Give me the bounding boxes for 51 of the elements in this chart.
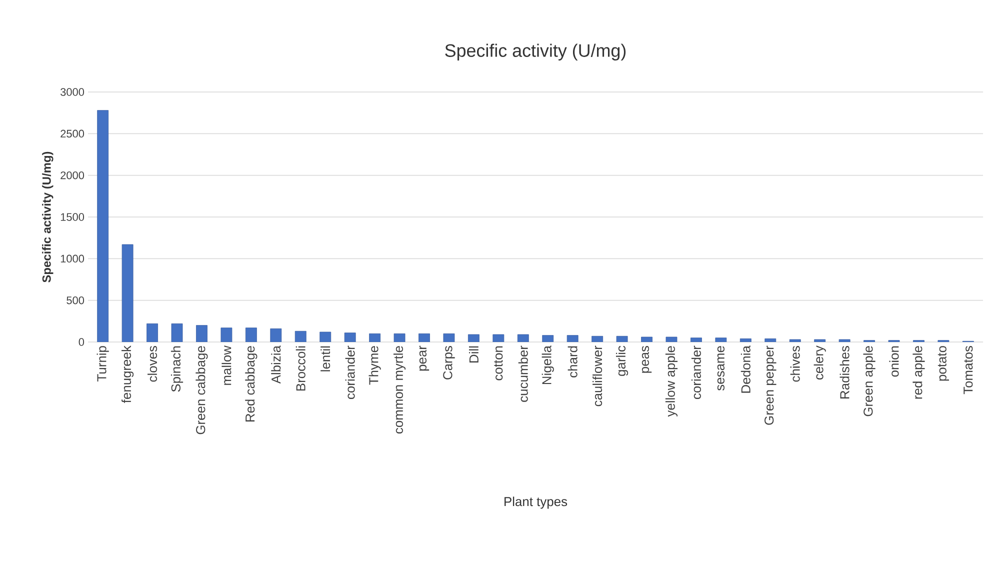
bar <box>122 244 134 342</box>
x-tick-label: onion <box>889 346 899 377</box>
x-tick-label: chard <box>568 346 578 378</box>
x-tick-label: cotton <box>494 346 503 380</box>
x-tick-label: fenugreek <box>122 346 134 403</box>
y-tick-label: 3000 <box>60 88 84 96</box>
x-tick-label: peas <box>642 346 652 373</box>
x-tick-label: red apple <box>912 346 925 399</box>
x-tick-label: cloves <box>148 346 158 382</box>
x-tick-label: yellow apple <box>665 346 678 417</box>
x-tick-label: pear <box>419 346 430 371</box>
x-tick-label: Dedonia <box>740 346 750 393</box>
x-tick-label: Green apple <box>863 346 876 416</box>
x-tick-label: Radishes <box>840 346 850 398</box>
y-axis-title: Specific activity (U/mg) <box>42 152 54 282</box>
x-axis-title: Plant types <box>504 496 568 509</box>
bar <box>146 323 158 342</box>
bar <box>196 325 208 342</box>
x-tick-label: Green cabbage <box>196 346 208 434</box>
x-tick-label: potato <box>938 346 949 381</box>
x-tick-label: cauliflower <box>592 346 602 406</box>
x-tick-label: Red cabbage <box>245 346 258 422</box>
y-tick-label: 1500 <box>60 213 84 221</box>
x-tick-label: lentil <box>320 346 330 372</box>
x-tick-label: Spinach <box>170 346 184 392</box>
y-tick-label: 1000 <box>60 254 84 263</box>
x-tick-label: Carps <box>443 346 455 380</box>
y-tick-label: 2000 <box>60 171 84 180</box>
x-tick-label: Broccoli <box>296 346 306 391</box>
y-tick-label: 500 <box>66 296 84 304</box>
x-tick-label: sesame <box>717 346 724 391</box>
x-tick-label: cucumber <box>518 346 528 402</box>
x-tick-label: celery <box>814 346 826 380</box>
x-tick-label: Thyme <box>368 346 381 385</box>
x-tick-label: mallow <box>222 345 232 385</box>
x-tick-label: Nigella <box>542 346 554 384</box>
x-tick-label: common myrtle <box>393 346 406 434</box>
bar <box>245 328 257 342</box>
y-tick-label: 0 <box>78 338 84 346</box>
y-tick-label: 2500 <box>60 130 84 138</box>
bar <box>97 110 108 342</box>
x-tick-label: Tomatos <box>964 346 973 394</box>
x-tick-label: Turnip <box>96 346 109 382</box>
x-tick-label: coriander <box>345 346 355 399</box>
x-tick-label: Albizia <box>271 346 281 384</box>
x-tick-label: garlic <box>616 346 628 376</box>
x-tick-label: Green pepper <box>764 346 776 425</box>
x-tick-label: chives <box>790 346 800 382</box>
chart-title: Specific activity (U/mg) <box>445 44 626 60</box>
x-tick-label: Dill <box>469 346 478 362</box>
x-tick-label: coriander <box>691 346 701 399</box>
